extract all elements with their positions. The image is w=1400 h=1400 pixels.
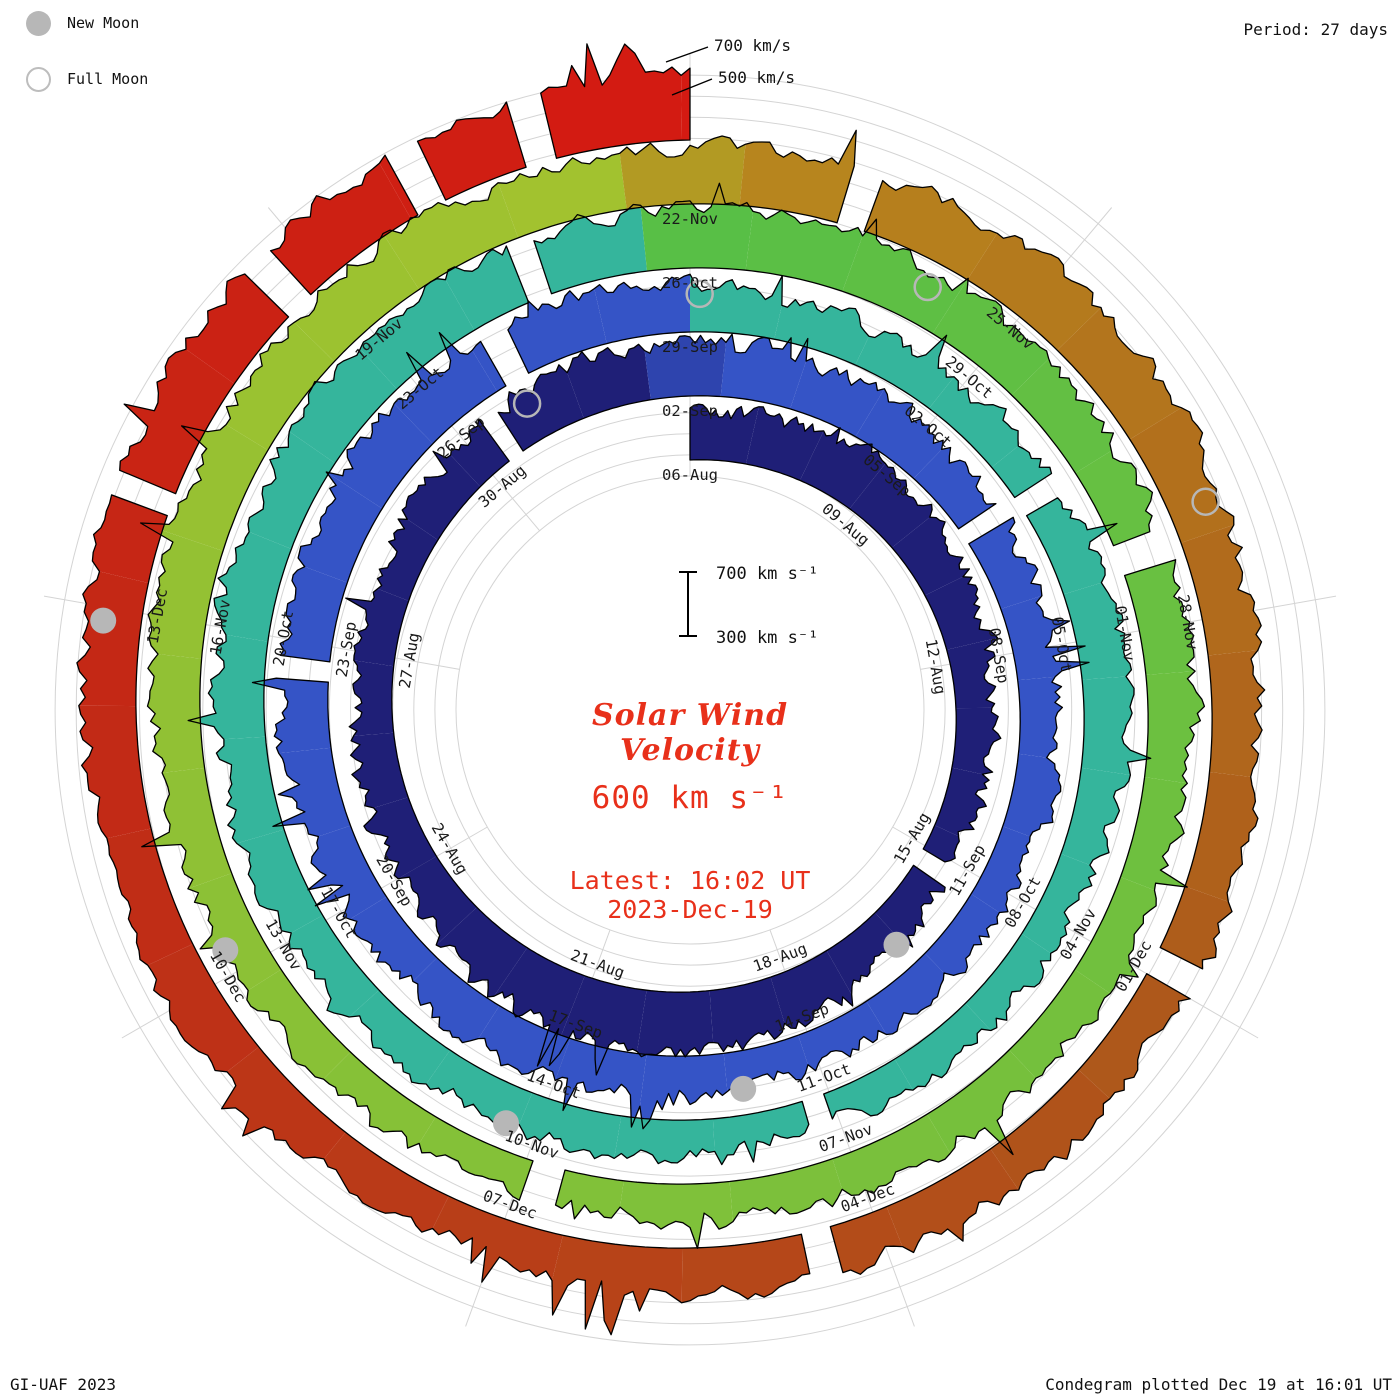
- new-moon-marker: [212, 937, 239, 964]
- end-scale-700-tick: [665, 46, 709, 63]
- date-label: 27-Aug: [396, 631, 423, 689]
- chart-title-line1: Solar Wind: [591, 698, 789, 733]
- period-label: Period: 27 days: [1243, 20, 1389, 39]
- credit-label: GI-UAF 2023: [10, 1375, 116, 1394]
- moon-legend: New Moon Full Moon: [26, 8, 148, 120]
- end-scale-500-label: 500 km/s: [718, 68, 795, 87]
- center-text-block: Solar Wind Velocity 600 km s⁻¹ Latest: 1…: [390, 698, 990, 924]
- date-label: 22-Nov: [662, 210, 718, 228]
- center-scale-bar: 700 km s⁻¹ 300 km s⁻¹: [679, 564, 818, 648]
- full-moon-icon: [26, 66, 51, 92]
- new-moon-marker: [90, 607, 117, 634]
- new-moon-marker: [883, 931, 910, 958]
- full-moon-marker: [913, 272, 942, 302]
- end-scale-500-tick: [671, 78, 713, 96]
- chart-title-line2: Velocity: [620, 733, 760, 768]
- moon-markers: [90, 272, 1220, 1137]
- date-label: 26-Oct: [662, 274, 718, 292]
- latest-time: Latest: 16:02 UT: [569, 866, 811, 895]
- end-scale-700-label: 700 km/s: [714, 36, 791, 55]
- full-moon-marker: [512, 389, 542, 418]
- new-moon-icon: [26, 10, 51, 36]
- new-moon-label: New Moon: [67, 14, 140, 32]
- new-moon-marker: [493, 1110, 519, 1137]
- date-label: 06-Aug: [662, 466, 718, 484]
- date-label: 29-Sep: [662, 338, 718, 356]
- spiral-band-outline: [76, 43, 1266, 1336]
- new-moon-marker: [730, 1075, 757, 1102]
- spiral-band-fill: [76, 43, 1265, 1335]
- scale-bar-top-label: 700 km s⁻¹: [716, 564, 818, 584]
- end-scale-annotation: 700 km/s 500 km/s: [665, 36, 795, 96]
- latest-date: 2023-Dec-19: [607, 895, 773, 924]
- plotted-timestamp: Condegram plotted Dec 19 at 16:01 UT: [1045, 1375, 1392, 1394]
- date-label: 12-Aug: [922, 638, 949, 696]
- legend-row-full-moon: Full Moon: [26, 64, 148, 94]
- full-moon-marker: [685, 279, 714, 309]
- scale-bar-bottom-label: 300 km s⁻¹: [716, 628, 818, 648]
- legend-row-new-moon: New Moon: [26, 8, 148, 38]
- current-velocity-value: 600 km s⁻¹: [591, 780, 789, 816]
- generated-spiral: 06-Aug09-Aug12-Aug15-Aug18-Aug21-Aug24-A…: [43, 43, 1337, 1346]
- full-moon-marker: [1191, 487, 1220, 516]
- date-label: 02-Sep: [662, 402, 718, 420]
- full-moon-label: Full Moon: [67, 70, 149, 88]
